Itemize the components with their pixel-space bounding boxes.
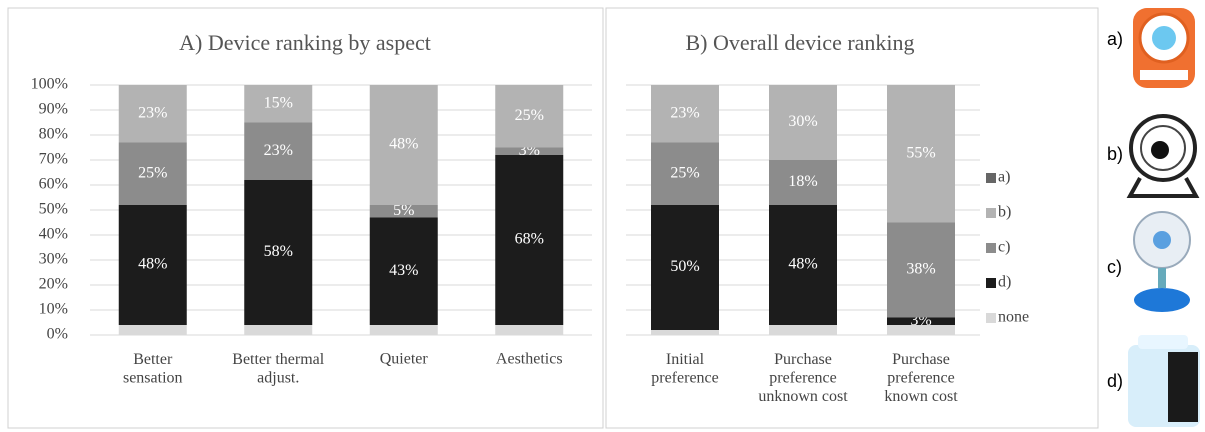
value-label: 55% bbox=[906, 144, 935, 161]
value-label: 23% bbox=[264, 142, 293, 159]
bar-segment bbox=[244, 85, 313, 123]
legend-label: c) bbox=[998, 239, 1010, 256]
value-label: 18% bbox=[788, 173, 817, 190]
bar-segment bbox=[887, 222, 955, 318]
bar-segment bbox=[495, 147, 564, 155]
chart-title: B) Overall device ranking bbox=[685, 30, 914, 55]
bar-segment bbox=[118, 325, 187, 335]
x-tick-label: Aesthetics bbox=[496, 351, 563, 368]
value-label: 25% bbox=[138, 164, 167, 181]
bar-segment bbox=[769, 85, 837, 160]
value-label: 30% bbox=[788, 113, 817, 130]
device-a-image bbox=[1133, 8, 1195, 88]
x-tick-label: Better thermal adjust. bbox=[232, 351, 325, 386]
value-label: 50% bbox=[670, 258, 699, 275]
legend-label: a) bbox=[998, 169, 1010, 186]
y-tick-label: 20% bbox=[39, 276, 68, 293]
device-label: d) bbox=[1107, 371, 1123, 391]
value-label: 25% bbox=[515, 107, 544, 124]
x-tick-label: Purchase preference known cost bbox=[884, 351, 958, 405]
value-label: 58% bbox=[264, 243, 293, 260]
legend-swatch bbox=[986, 208, 996, 218]
bar-segment bbox=[651, 205, 719, 330]
bar-segment bbox=[244, 325, 313, 335]
y-tick-label: 30% bbox=[39, 251, 68, 268]
bar-segment bbox=[244, 122, 313, 180]
value-label: 25% bbox=[670, 164, 699, 181]
bar-segment bbox=[495, 85, 564, 148]
x-tick-label: Quieter bbox=[380, 351, 429, 368]
x-tick-label: Purchase preference unknown cost bbox=[758, 351, 848, 405]
y-tick-label: 0% bbox=[47, 326, 68, 343]
y-tick-label: 100% bbox=[31, 76, 68, 93]
chart-title: A) Device ranking by aspect bbox=[179, 30, 431, 55]
x-tick-label: Better sensation bbox=[123, 351, 183, 386]
y-tick-label: 50% bbox=[39, 201, 68, 218]
bar-segment bbox=[369, 217, 438, 325]
bar-segment bbox=[769, 325, 837, 335]
bar-segment bbox=[651, 142, 719, 205]
bar-segment bbox=[118, 205, 187, 325]
legend-swatch bbox=[986, 173, 996, 183]
value-label: 38% bbox=[906, 261, 935, 278]
bar-segment bbox=[651, 85, 719, 143]
y-tick-label: 60% bbox=[39, 176, 68, 193]
bar-segment bbox=[495, 155, 564, 325]
bar-segment bbox=[118, 85, 187, 143]
legend-label: none bbox=[998, 309, 1029, 326]
device-label: b) bbox=[1107, 144, 1123, 164]
legend-swatch bbox=[986, 278, 996, 288]
x-tick-label: Initial preference bbox=[651, 351, 719, 386]
value-label: 48% bbox=[389, 136, 418, 153]
device-label: c) bbox=[1107, 257, 1122, 277]
y-tick-label: 10% bbox=[39, 301, 68, 318]
value-label: 48% bbox=[138, 256, 167, 273]
device-d-image bbox=[1128, 335, 1200, 427]
legend-swatch bbox=[986, 313, 996, 323]
bar-segment bbox=[495, 325, 564, 335]
value-label: 5% bbox=[393, 202, 414, 219]
bar-segment bbox=[369, 325, 438, 335]
bar-segment bbox=[118, 142, 187, 205]
device-label: a) bbox=[1107, 29, 1123, 49]
bar-segment bbox=[887, 325, 955, 335]
legend-swatch bbox=[986, 243, 996, 253]
value-label: 23% bbox=[138, 104, 167, 121]
bar-segment bbox=[769, 160, 837, 205]
legend-label: d) bbox=[998, 274, 1011, 291]
bar-segment bbox=[651, 330, 719, 335]
y-tick-label: 90% bbox=[39, 101, 68, 118]
bar-segment bbox=[369, 205, 438, 218]
value-label: 23% bbox=[670, 104, 699, 121]
value-label: 43% bbox=[389, 262, 418, 279]
value-label: 68% bbox=[515, 231, 544, 248]
value-label: 15% bbox=[264, 94, 293, 111]
bar-segment bbox=[887, 85, 955, 223]
value-label: 48% bbox=[788, 256, 817, 273]
device-c-image bbox=[1133, 211, 1191, 312]
y-tick-label: 40% bbox=[39, 226, 68, 243]
y-tick-label: 70% bbox=[39, 151, 68, 168]
bar-segment bbox=[769, 205, 837, 325]
bar-segment bbox=[244, 180, 313, 325]
bar-segment bbox=[887, 317, 955, 325]
bar-segment bbox=[369, 85, 438, 205]
device-b-image bbox=[1126, 114, 1200, 198]
y-tick-label: 80% bbox=[39, 126, 68, 143]
legend-label: b) bbox=[998, 204, 1011, 221]
